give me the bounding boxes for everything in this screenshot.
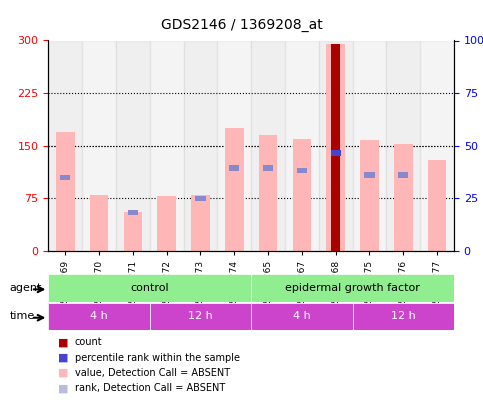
Bar [394, 144, 412, 251]
FancyBboxPatch shape [150, 303, 251, 330]
Bar [184, 40, 217, 251]
FancyBboxPatch shape [353, 303, 454, 330]
Bar [353, 40, 386, 251]
Text: 12 h: 12 h [391, 311, 416, 321]
Bar [327, 44, 345, 251]
Text: agent: agent [10, 283, 42, 293]
Bar [364, 173, 375, 178]
Bar [251, 40, 285, 251]
Bar [191, 195, 210, 251]
Bar [48, 40, 82, 251]
Bar [90, 195, 108, 251]
Bar [82, 40, 116, 251]
Text: ■: ■ [58, 384, 69, 393]
Bar [56, 132, 74, 251]
Bar [157, 196, 176, 251]
Text: rank, Detection Call = ABSENT: rank, Detection Call = ABSENT [75, 384, 225, 393]
FancyBboxPatch shape [251, 274, 454, 302]
Bar [259, 135, 277, 251]
Bar [195, 196, 206, 201]
Bar [60, 175, 71, 180]
Bar [297, 168, 307, 173]
Bar [360, 140, 379, 251]
Bar [293, 139, 311, 251]
Bar [116, 40, 150, 251]
Bar [319, 40, 353, 251]
Bar [263, 166, 273, 171]
Text: ■: ■ [58, 353, 69, 362]
Bar [285, 40, 319, 251]
Text: ■: ■ [58, 337, 69, 347]
Text: count: count [75, 337, 102, 347]
Bar [225, 128, 243, 251]
Bar [124, 213, 142, 251]
Bar [128, 210, 138, 215]
Text: percentile rank within the sample: percentile rank within the sample [75, 353, 240, 362]
FancyBboxPatch shape [48, 274, 251, 302]
Bar [150, 40, 184, 251]
Text: 12 h: 12 h [188, 311, 213, 321]
Text: GDS2146 / 1369208_at: GDS2146 / 1369208_at [161, 18, 322, 32]
FancyBboxPatch shape [48, 303, 150, 330]
Bar [420, 40, 454, 251]
Bar [330, 150, 341, 156]
Bar [217, 40, 251, 251]
Bar [398, 173, 409, 178]
Bar [229, 166, 240, 171]
Bar [386, 40, 420, 251]
Bar [331, 44, 341, 251]
Text: value, Detection Call = ABSENT: value, Detection Call = ABSENT [75, 368, 230, 378]
Text: time: time [10, 311, 35, 321]
Text: 4 h: 4 h [293, 311, 311, 321]
Text: 4 h: 4 h [90, 311, 108, 321]
FancyBboxPatch shape [251, 303, 353, 330]
Text: control: control [130, 283, 169, 293]
Text: epidermal growth factor: epidermal growth factor [285, 283, 420, 293]
Text: ■: ■ [58, 368, 69, 378]
Bar [428, 160, 446, 251]
